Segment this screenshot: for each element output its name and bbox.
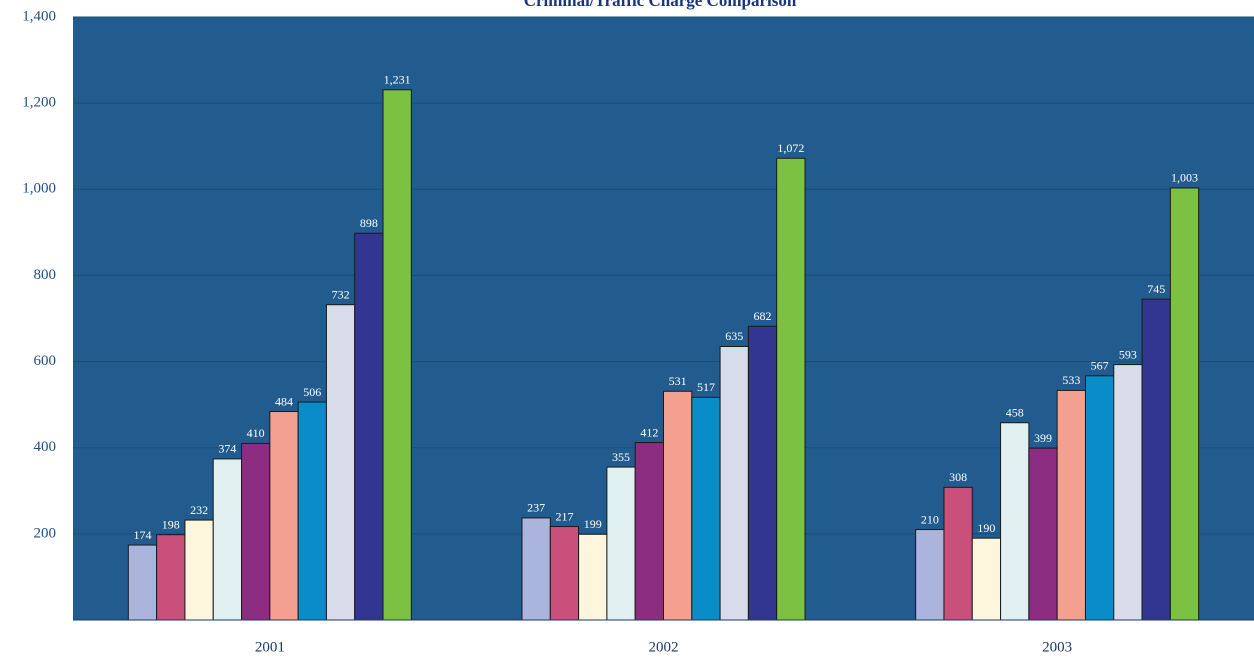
bar	[382, 89, 412, 621]
bar	[578, 533, 608, 621]
value-label: 217	[555, 509, 573, 523]
bar	[325, 304, 356, 621]
value-label: 506	[303, 385, 321, 399]
bar	[915, 529, 945, 621]
value-label: 210	[921, 512, 939, 526]
bar	[663, 390, 693, 621]
value-label: 199	[584, 517, 602, 531]
x-tick-label: 2002	[649, 639, 679, 655]
bar	[971, 537, 1002, 621]
bar	[943, 486, 973, 621]
bar	[606, 466, 636, 621]
value-label: 635	[725, 329, 743, 343]
x-tick-label: 2001	[255, 639, 285, 655]
bar	[747, 325, 778, 621]
value-label: 410	[247, 426, 265, 440]
bar	[634, 442, 665, 621]
value-label: 682	[754, 309, 772, 323]
chart-title: Criminal/Traffic Charge Comparison	[524, 0, 797, 10]
bar	[156, 534, 186, 621]
value-label: 198	[162, 517, 180, 531]
x-tick-label: 2003	[1042, 639, 1072, 655]
value-label: 355	[612, 450, 630, 464]
bar	[549, 526, 580, 621]
value-label: 458	[1006, 405, 1024, 419]
value-label: 533	[1062, 373, 1080, 387]
value-label: 1,231	[384, 73, 411, 87]
bar	[691, 396, 721, 621]
value-label: 1,072	[777, 141, 804, 155]
value-label: 237	[527, 501, 545, 515]
bar	[1028, 447, 1058, 621]
value-label: 898	[360, 216, 378, 230]
bar	[1113, 364, 1143, 621]
y-tick-label: 600	[34, 353, 57, 369]
value-label: 745	[1147, 282, 1165, 296]
value-label: 190	[977, 521, 995, 535]
bar	[354, 232, 384, 621]
bar	[241, 442, 271, 621]
value-label: 1,003	[1171, 171, 1198, 185]
value-label: 531	[669, 374, 687, 388]
bar	[1056, 389, 1086, 621]
value-label: 484	[275, 394, 293, 408]
bar	[776, 157, 806, 621]
y-tick-label: 1,200	[22, 95, 56, 111]
bar	[297, 401, 327, 621]
bar	[1000, 422, 1030, 621]
y-tick-label: 400	[34, 439, 57, 455]
value-label: 412	[640, 425, 658, 439]
bar	[521, 517, 551, 621]
bar	[1169, 187, 1200, 621]
y-tick-label: 1,400	[22, 8, 56, 24]
bar	[212, 458, 243, 621]
y-tick-label: 200	[34, 525, 57, 541]
value-label: 732	[332, 287, 350, 301]
value-label: 374	[218, 442, 236, 456]
value-label: 567	[1091, 359, 1109, 373]
bar	[269, 411, 299, 621]
y-tick-label: 800	[34, 267, 57, 283]
value-label: 174	[133, 528, 151, 542]
bar	[184, 519, 214, 621]
bar	[1084, 375, 1115, 621]
value-label: 232	[190, 503, 208, 517]
value-label: 593	[1119, 347, 1137, 361]
bar	[719, 345, 749, 621]
y-tick-label: 1,000	[22, 181, 56, 197]
value-label: 517	[697, 380, 715, 394]
bar	[127, 544, 158, 621]
bar	[1141, 298, 1171, 621]
value-label: 399	[1034, 431, 1052, 445]
value-label: 308	[949, 470, 967, 484]
